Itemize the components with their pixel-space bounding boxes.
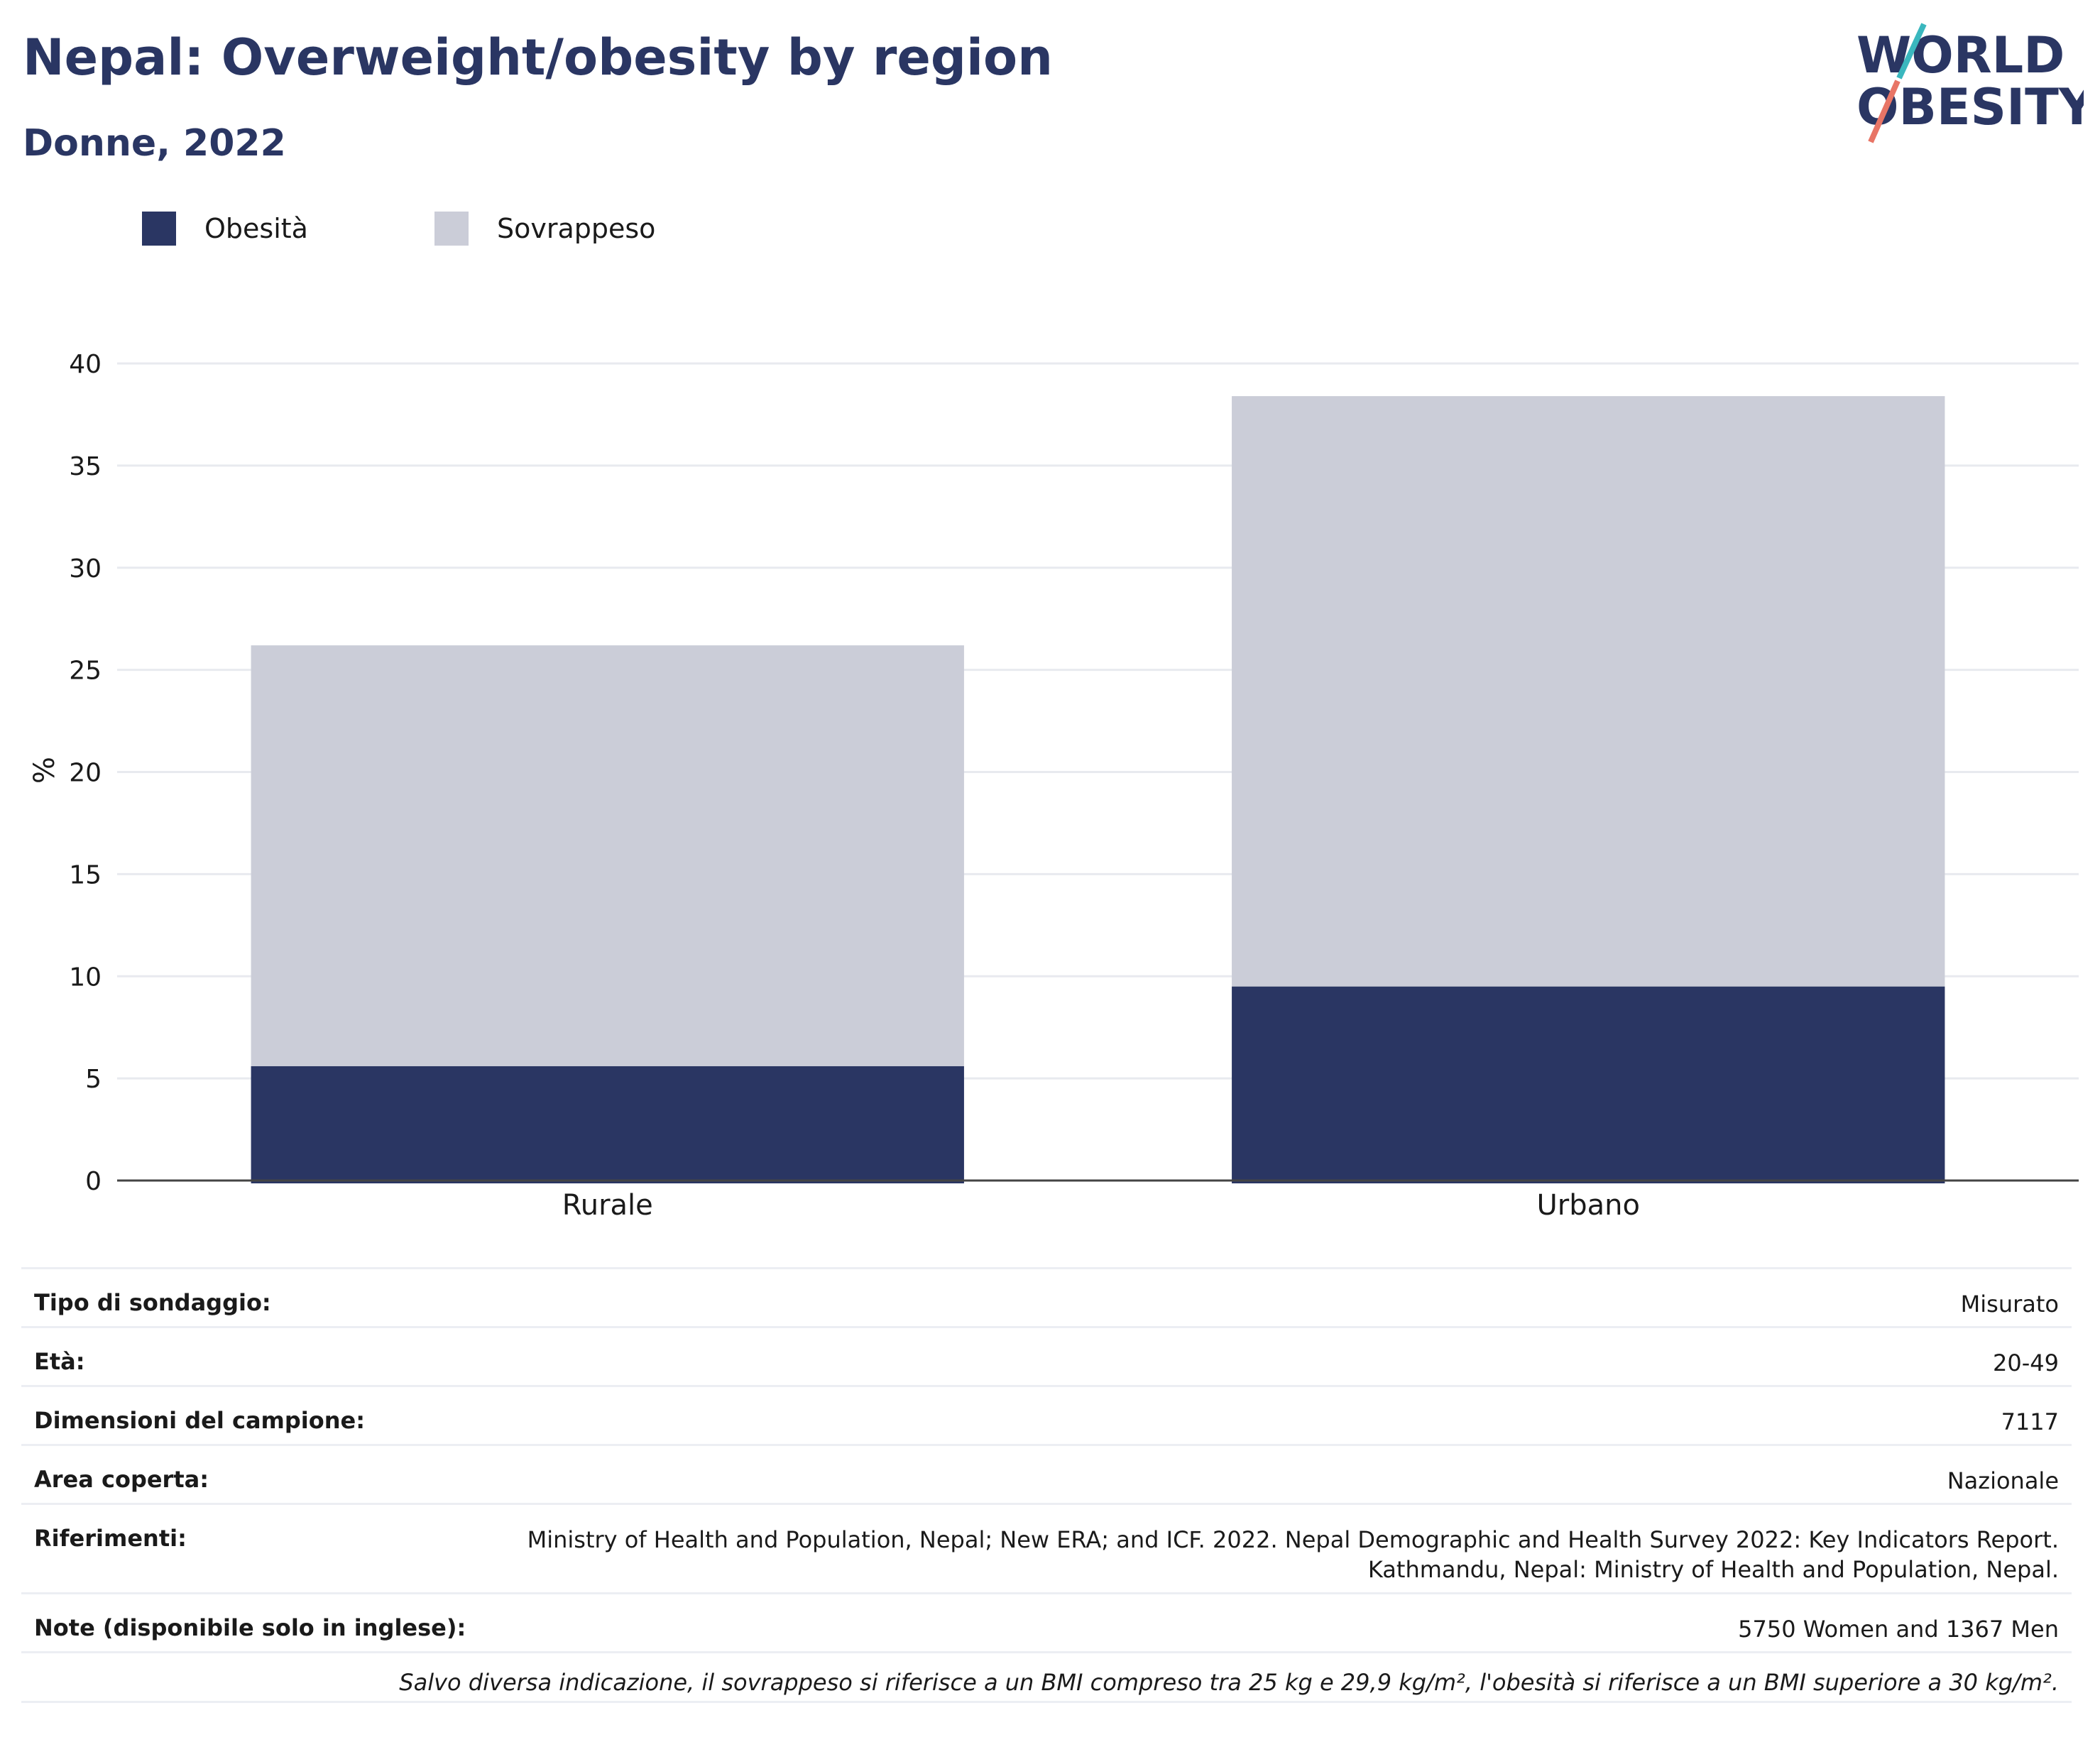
logo-slash-coral: [1868, 80, 1901, 143]
info-row-age: Età: 20-49: [21, 1328, 2072, 1387]
y-tick-label-25: 25: [69, 657, 102, 686]
y-tick-label-30: 30: [69, 554, 102, 584]
logo-line2: OBESITY: [1856, 78, 2084, 136]
x-tick-label-urbano: Urbano: [1537, 1189, 1640, 1222]
references-line2: Kathmandu, Nepal: Ministry of Health and…: [1367, 1556, 2059, 1583]
info-row-references: Riferimenti: Ministry of Health and Popu…: [21, 1505, 2072, 1594]
survey-type-label: Tipo di sondaggio:: [34, 1289, 271, 1316]
area-value: Nazionale: [1947, 1467, 2059, 1494]
bar-rurale-obesity: [251, 1066, 964, 1183]
chart-subtitle: Donne, 2022: [23, 122, 286, 165]
notes-label: Note (disponibile solo in inglese):: [34, 1614, 466, 1641]
bar-rurale-overweight: [251, 645, 964, 1066]
chart-title: Nepal: Overweight/obesity by region: [23, 28, 1053, 87]
world-obesity-logo: WORLD OBESITY: [1856, 23, 2084, 143]
y-tick-label-10: 10: [69, 963, 102, 992]
bar-urbano-overweight: [1232, 396, 1945, 987]
y-tick-label-5: 5: [85, 1065, 102, 1094]
references-value: Ministry of Health and Population, Nepal…: [527, 1505, 2059, 1584]
x-tick-label-rurale: Rurale: [562, 1189, 653, 1222]
bars: [251, 396, 1945, 1183]
y-tick-label-35: 35: [69, 452, 102, 481]
survey-info-table: Tipo di sondaggio: Misurato Età: 20-49 D…: [21, 1267, 2072, 1703]
legend-label-obesity: Obesità: [204, 213, 308, 244]
y-tick-label-20: 20: [69, 759, 102, 788]
y-axis-ticks: 0 5 10 15 20 25 30 35 40: [69, 350, 102, 1196]
area-label: Area coperta:: [34, 1466, 209, 1493]
logo-slash-teal: [1896, 23, 1927, 80]
survey-type-value: Misurato: [1960, 1291, 2059, 1318]
info-row-sample-size: Dimensioni del campione: 7117: [21, 1387, 2072, 1446]
info-row-notes: Note (disponibile solo in inglese): 5750…: [21, 1594, 2072, 1653]
legend-swatch-obesity: [142, 212, 176, 246]
legend-label-overweight: Sovrappeso: [497, 213, 656, 244]
y-tick-label-0: 0: [85, 1167, 102, 1196]
footnote-text: Salvo diversa indicazione, il sovrappeso…: [399, 1669, 2059, 1696]
logo-line1: WORLD: [1856, 26, 2065, 84]
sample-size-value: 7117: [2001, 1408, 2059, 1435]
y-axis-label: %: [28, 757, 61, 784]
age-value: 20-49: [1993, 1349, 2059, 1376]
age-label: Età:: [34, 1348, 85, 1375]
info-row-survey-type: Tipo di sondaggio: Misurato: [21, 1269, 2072, 1328]
y-tick-label-40: 40: [69, 350, 102, 379]
legend-swatch-overweight: [434, 212, 469, 246]
stacked-bar-chart: 0 5 10 15 20 25 30 35 40 Rurale Urbano %: [28, 350, 2079, 1222]
info-row-area: Area coperta: Nazionale: [21, 1446, 2072, 1505]
references-label: Riferimenti:: [34, 1525, 187, 1552]
bar-urbano-obesity: [1232, 986, 1945, 1183]
info-row-footnote: Salvo diversa indicazione, il sovrappeso…: [21, 1653, 2072, 1703]
y-tick-label-15: 15: [69, 860, 102, 889]
notes-value: 5750 Women and 1367 Men: [1738, 1616, 2059, 1643]
x-axis-ticks: Rurale Urbano: [562, 1189, 1640, 1222]
references-line1: Ministry of Health and Population, Nepal…: [527, 1526, 2059, 1553]
sample-size-label: Dimensioni del campione:: [34, 1407, 366, 1434]
